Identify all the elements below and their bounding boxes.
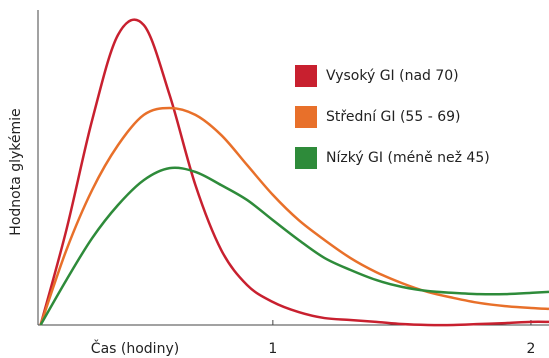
legend-label: Vysoký GI (nad 70) <box>326 68 459 84</box>
series-line <box>39 166 549 326</box>
x-axis-label: Čas (hodiny) <box>91 339 179 357</box>
legend-swatch <box>295 65 317 87</box>
x-tick-label: 2 <box>526 341 535 357</box>
legend-swatch <box>295 147 317 169</box>
legend-label: Střední GI (55 - 69) <box>326 109 460 125</box>
x-tick-label: 1 <box>268 341 277 357</box>
legend-swatch <box>295 106 317 128</box>
y-axis-label: Hodnota glykémie <box>8 108 24 235</box>
series-line <box>39 18 549 327</box>
legend-label: Nízký GI (méně než 45) <box>326 150 490 166</box>
series-line <box>39 106 549 326</box>
